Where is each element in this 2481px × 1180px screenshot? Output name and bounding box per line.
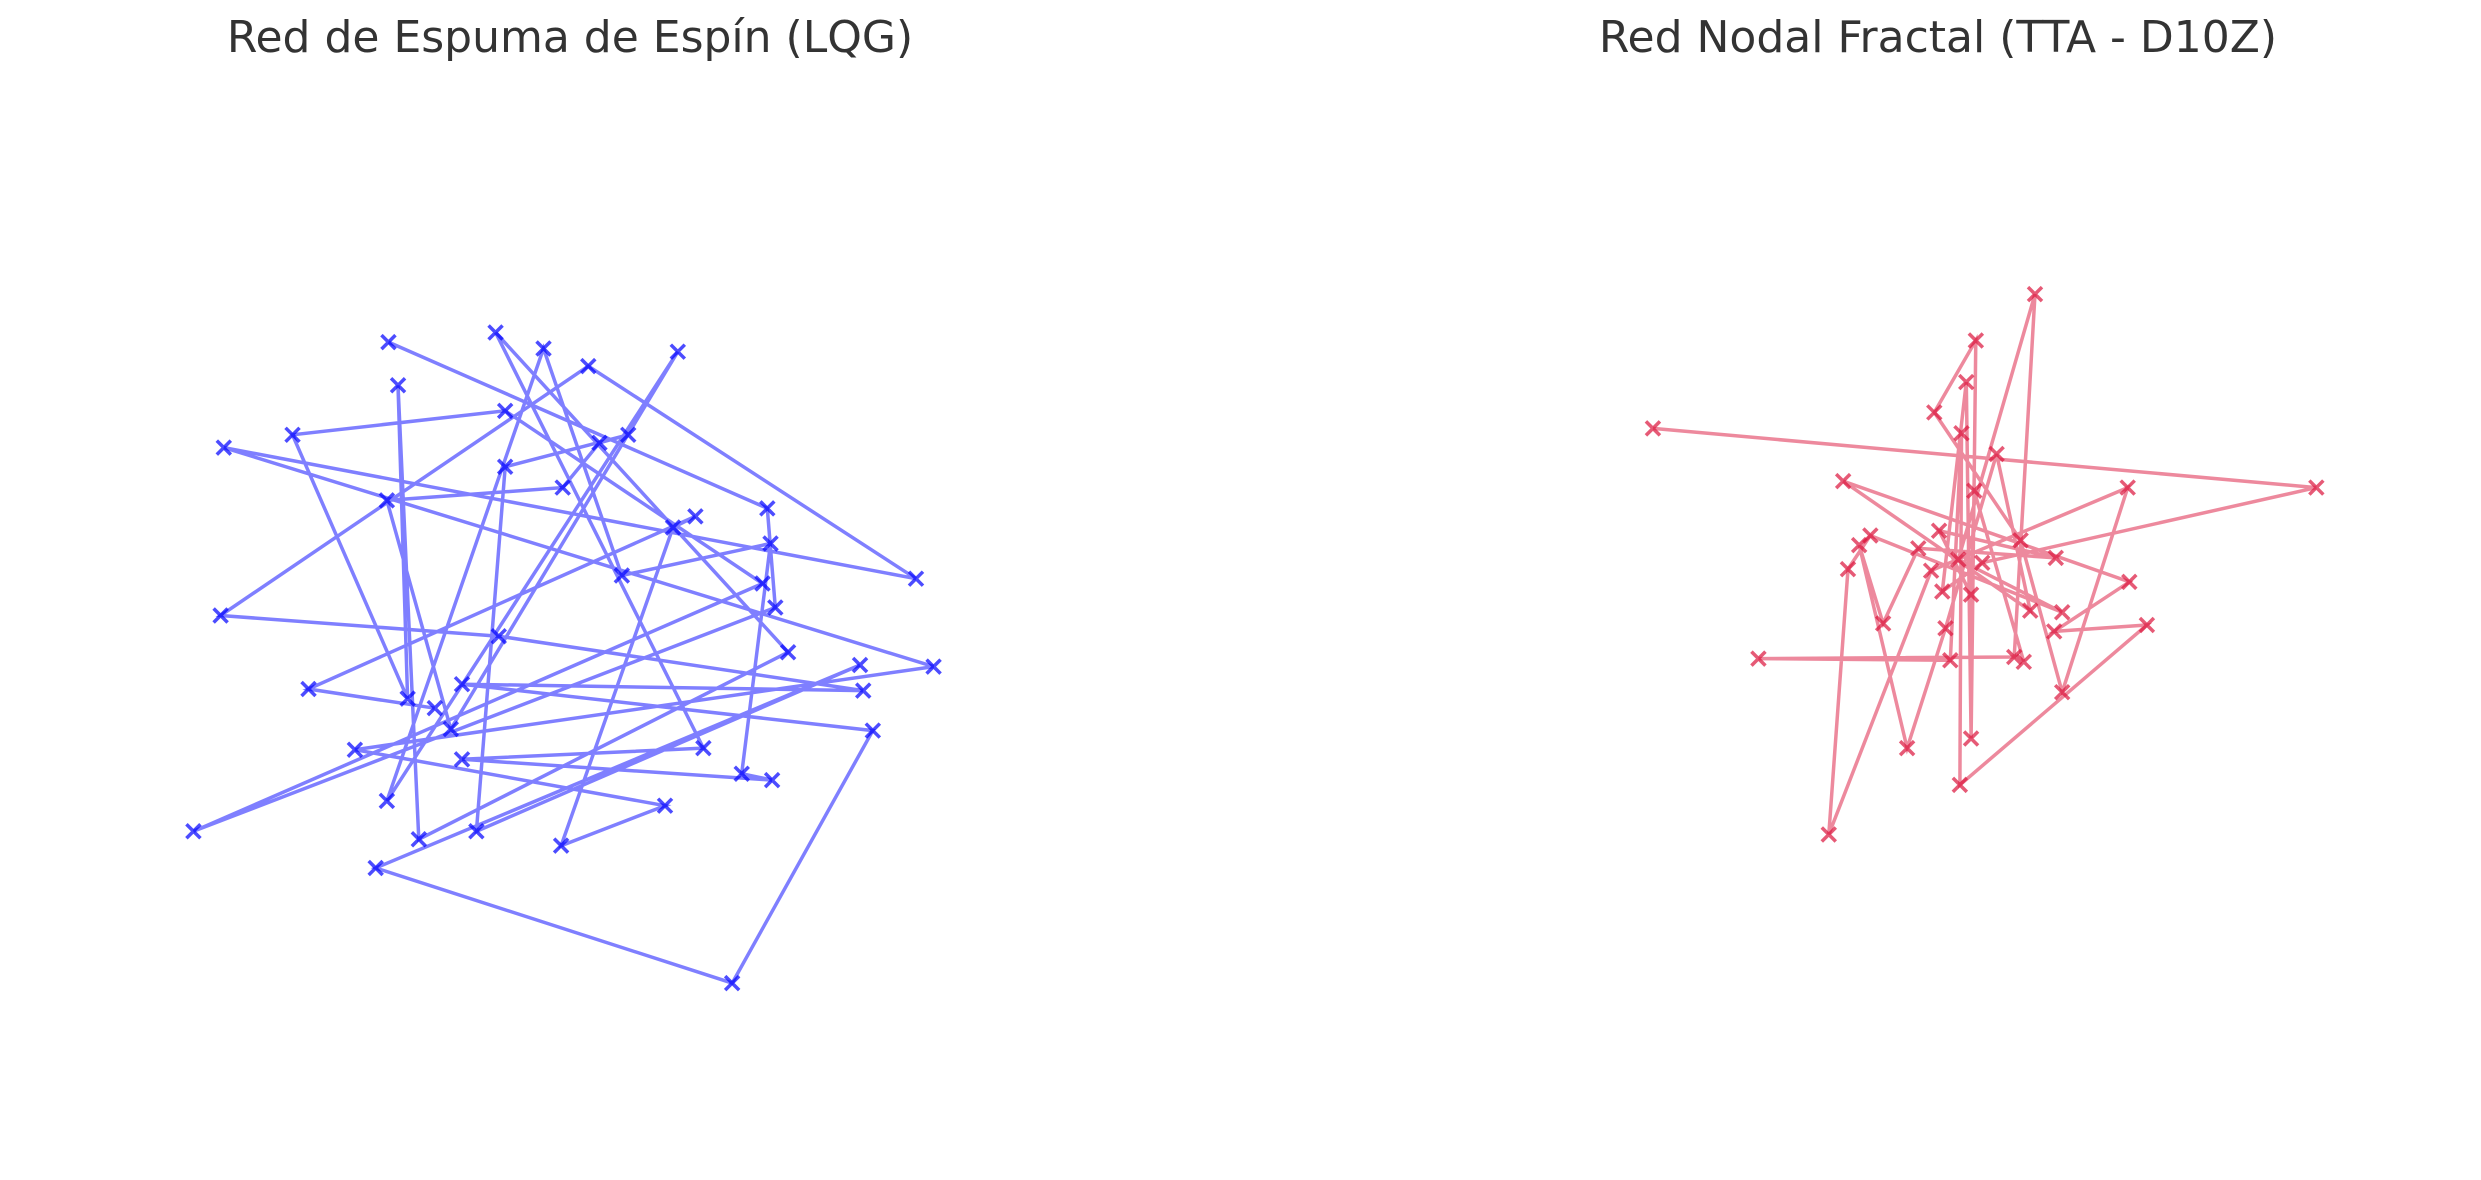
point-marker	[907, 570, 925, 587]
point-marker	[2012, 532, 2029, 549]
point-marker	[212, 607, 229, 624]
point-marker	[346, 741, 364, 758]
point-marker	[759, 500, 776, 517]
point-marker	[496, 458, 514, 476]
point-marker	[1950, 551, 1967, 568]
point-marker	[1966, 482, 1983, 500]
point-marker	[215, 439, 233, 456]
chart-title: Red de Espuma de Espín (LQG)	[227, 12, 913, 63]
point-marker	[1898, 739, 1916, 757]
point-marker	[490, 627, 507, 645]
point-marker	[695, 739, 712, 757]
point-marker	[1922, 562, 1940, 579]
point-marker	[453, 751, 471, 768]
point-marker	[487, 324, 504, 341]
point-marker	[2119, 479, 2136, 496]
point-marker	[552, 837, 570, 854]
point-marker	[762, 535, 779, 552]
point-marker	[399, 690, 416, 707]
point-marker	[284, 426, 301, 444]
point-marker	[854, 682, 872, 699]
point-marker	[2138, 616, 2156, 634]
point-marker	[669, 343, 687, 360]
point-marker	[2053, 604, 2071, 621]
point-marker	[925, 658, 942, 675]
point-marker	[620, 426, 637, 444]
point-marker	[2047, 549, 2065, 567]
point-marker	[1820, 826, 1838, 843]
point-marker	[468, 823, 485, 840]
point-marker	[300, 680, 317, 698]
point-marker	[2026, 285, 2044, 303]
point-marker	[779, 643, 797, 661]
point-marker	[1839, 560, 1857, 578]
point-marker	[1967, 332, 1985, 349]
point-marker	[1930, 522, 1948, 539]
point-marker	[1934, 583, 1951, 600]
point-marker	[2053, 683, 2071, 701]
point-marker	[367, 859, 384, 877]
point-marker	[2021, 602, 2039, 619]
point-marker	[1644, 420, 1662, 437]
point-marker	[723, 974, 741, 992]
point-marker	[1942, 651, 1959, 669]
point-marker	[733, 765, 750, 782]
point-marker	[656, 797, 674, 814]
point-marker	[426, 699, 444, 717]
point-marker	[767, 599, 784, 616]
point-marker	[1926, 404, 1943, 421]
point-marker	[1834, 472, 1852, 490]
point-marker	[1974, 554, 1991, 571]
point-marker	[754, 575, 771, 592]
point-marker	[1958, 373, 1975, 391]
point-marker	[580, 357, 597, 375]
point-marker	[2005, 648, 2023, 666]
point-marker	[864, 722, 882, 739]
point-marker	[1750, 650, 1767, 667]
point-marker	[378, 492, 396, 509]
point-marker	[2045, 623, 2063, 640]
point-marker	[442, 720, 460, 738]
point-marker	[1910, 540, 1927, 557]
point-marker	[1962, 730, 1980, 747]
point-marker	[2015, 653, 2033, 671]
point-marker	[1988, 445, 2005, 463]
point-marker	[2308, 479, 2325, 496]
point-marker	[1937, 620, 1954, 637]
point-marker	[496, 402, 514, 420]
point-marker	[1850, 536, 1868, 554]
point-marker	[185, 823, 202, 840]
point-marker	[591, 434, 608, 452]
point-marker	[554, 479, 571, 496]
point-marker	[378, 792, 396, 810]
point-marker	[664, 519, 682, 536]
point-marker	[687, 508, 704, 525]
point-marker	[1951, 776, 1969, 794]
chart-title: Red Nodal Fractal (TTA - D10Z)	[1599, 12, 2277, 63]
point-marker	[410, 831, 428, 848]
point-marker	[1874, 615, 1892, 632]
point-marker	[763, 771, 781, 789]
point-marker	[851, 656, 869, 674]
point-marker	[380, 333, 397, 351]
point-marker	[1962, 586, 1980, 603]
point-marker	[389, 377, 407, 394]
series-line	[192, 331, 935, 986]
point-marker	[1953, 424, 1970, 442]
point-marker	[613, 567, 631, 584]
point-marker	[535, 340, 552, 357]
point-marker	[2121, 573, 2138, 591]
point-marker	[453, 675, 471, 693]
